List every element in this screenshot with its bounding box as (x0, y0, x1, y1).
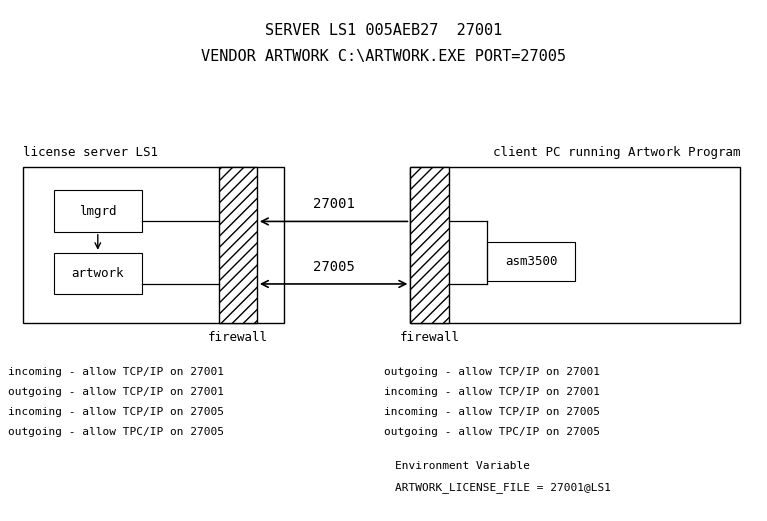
Bar (23, 167, 284, 323)
Text: client PC running Artwork Program: client PC running Artwork Program (492, 146, 740, 159)
Text: firewall: firewall (400, 331, 459, 344)
Bar (410, 167, 740, 323)
Text: license server LS1: license server LS1 (23, 146, 158, 159)
Bar (410, 167, 449, 323)
Bar (219, 167, 257, 323)
Text: asm3500: asm3500 (505, 255, 558, 268)
Text: Environment Variable: Environment Variable (395, 461, 530, 471)
Bar (54, 253, 142, 294)
Text: artwork: artwork (71, 267, 124, 280)
Bar (54, 190, 142, 232)
Text: 27001: 27001 (313, 197, 354, 211)
Text: outgoing - allow TPC/IP on 27005: outgoing - allow TPC/IP on 27005 (384, 427, 600, 437)
Text: ARTWORK_LICENSE_FILE = 27001@LS1: ARTWORK_LICENSE_FILE = 27001@LS1 (395, 482, 611, 493)
Bar (487, 242, 575, 281)
Text: outgoing - allow TCP/IP on 27001: outgoing - allow TCP/IP on 27001 (384, 367, 600, 377)
Text: SERVER LS1 005AEB27  27001: SERVER LS1 005AEB27 27001 (265, 23, 502, 39)
Text: outgoing - allow TCP/IP on 27001: outgoing - allow TCP/IP on 27001 (8, 387, 224, 397)
Text: incoming - allow TCP/IP on 27005: incoming - allow TCP/IP on 27005 (384, 407, 600, 417)
Text: incoming - allow TCP/IP on 27001: incoming - allow TCP/IP on 27001 (8, 367, 224, 377)
Text: firewall: firewall (208, 331, 268, 344)
Text: incoming - allow TCP/IP on 27001: incoming - allow TCP/IP on 27001 (384, 387, 600, 397)
Text: outgoing - allow TPC/IP on 27005: outgoing - allow TPC/IP on 27005 (8, 427, 224, 437)
Text: 27005: 27005 (313, 259, 354, 274)
Text: VENDOR ARTWORK C:\ARTWORK.EXE PORT=27005: VENDOR ARTWORK C:\ARTWORK.EXE PORT=27005 (201, 49, 566, 65)
Text: lmgrd: lmgrd (79, 205, 117, 217)
Text: incoming - allow TCP/IP on 27005: incoming - allow TCP/IP on 27005 (8, 407, 224, 417)
